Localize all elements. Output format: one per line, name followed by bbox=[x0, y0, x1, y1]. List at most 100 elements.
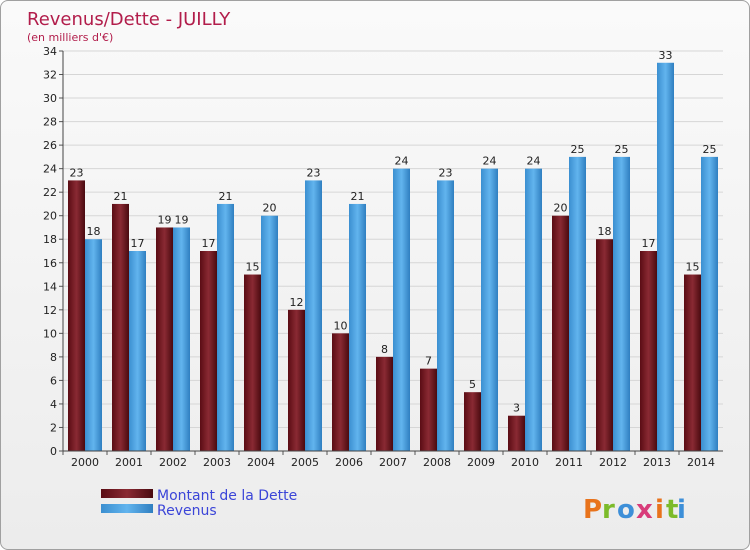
debt-bar bbox=[200, 251, 217, 451]
revenus-bar-label: 20 bbox=[263, 202, 277, 215]
debt-bar bbox=[332, 333, 349, 451]
logo-letter: o bbox=[617, 495, 635, 525]
x-tick-label: 2004 bbox=[247, 456, 275, 469]
value-labels: 23 18 21 17 19 19 17 21 15 20 12 23 10 21 8 24 7 23 5 24 3 24… bbox=[70, 49, 717, 415]
debt-bar bbox=[376, 356, 393, 451]
logo-letter: P bbox=[583, 495, 602, 525]
debt-bar bbox=[156, 227, 173, 451]
x-tick-label: 2007 bbox=[379, 456, 407, 469]
x-tick-label: 2010 bbox=[511, 456, 539, 469]
revenus-bar bbox=[85, 239, 102, 451]
debt-bar-label: 8 bbox=[381, 343, 388, 356]
debt-bar bbox=[112, 203, 129, 451]
y-tick-label: 30 bbox=[43, 92, 57, 105]
revenus-bar-label: 23 bbox=[307, 166, 321, 179]
revenus-bar bbox=[393, 168, 410, 451]
revenus-bar bbox=[657, 62, 674, 451]
revenus-bar-label: 25 bbox=[571, 143, 585, 156]
x-axis-ticks: 2000 2001 2002 2003 2004 2005 2006 2007 2008 2009… bbox=[62, 451, 715, 469]
revenus-bar bbox=[217, 203, 234, 451]
x-tick-label: 2011 bbox=[555, 456, 583, 469]
revenus-bar bbox=[701, 156, 718, 451]
debt-bar-label: 21 bbox=[114, 190, 128, 203]
revenus-bar-label: 18 bbox=[87, 225, 101, 238]
debt-bar-label: 23 bbox=[70, 166, 84, 179]
revenus-bar bbox=[569, 156, 586, 451]
y-tick-label: 28 bbox=[43, 116, 57, 129]
y-tick-label: 6 bbox=[50, 374, 57, 387]
revenus-bar-label: 24 bbox=[483, 155, 497, 168]
debt-bar-label: 12 bbox=[290, 296, 304, 309]
y-tick-label: 20 bbox=[43, 210, 57, 223]
debt-bar-label: 20 bbox=[554, 202, 568, 215]
revenus-bar-label: 24 bbox=[395, 155, 409, 168]
logo-letter: i bbox=[677, 495, 686, 525]
y-tick-label: 16 bbox=[43, 257, 57, 270]
x-tick-label: 2008 bbox=[423, 456, 451, 469]
logo-letter: i bbox=[655, 495, 664, 525]
logo-letter: r bbox=[602, 495, 615, 525]
legend: Montant de la Dette Revenus bbox=[101, 488, 297, 519]
x-tick-label: 2003 bbox=[203, 456, 231, 469]
y-tick-label: 0 bbox=[50, 445, 57, 458]
debt-bar-label: 5 bbox=[469, 378, 476, 391]
x-tick-label: 2000 bbox=[71, 456, 99, 469]
revenus-bar bbox=[481, 168, 498, 451]
y-tick-label: 2 bbox=[50, 421, 57, 434]
y-tick-label: 22 bbox=[43, 186, 57, 199]
legend-label-revenus: Revenus bbox=[157, 503, 217, 519]
debt-bar bbox=[244, 274, 261, 451]
debt-bar bbox=[596, 239, 613, 451]
x-tick-label: 2005 bbox=[291, 456, 319, 469]
logo-letter: t bbox=[666, 495, 678, 525]
debt-bar-label: 7 bbox=[425, 355, 432, 368]
legend-swatch-debt bbox=[101, 489, 153, 498]
y-tick-label: 26 bbox=[43, 139, 57, 152]
debt-bar bbox=[552, 215, 569, 451]
y-tick-label: 14 bbox=[43, 280, 57, 293]
debt-bar-label: 17 bbox=[202, 237, 216, 250]
y-tick-label: 10 bbox=[43, 327, 57, 340]
chart-title: Revenus/Dette - JUILLY bbox=[27, 9, 231, 30]
x-tick-label: 2001 bbox=[115, 456, 143, 469]
chart-subtitle: (en milliers d'€) bbox=[27, 31, 113, 44]
revenus-bar bbox=[305, 180, 322, 452]
debt-bar-label: 3 bbox=[513, 402, 520, 415]
y-tick-label: 12 bbox=[43, 304, 57, 317]
x-tick-label: 2006 bbox=[335, 456, 363, 469]
y-tick-label: 34 bbox=[43, 45, 57, 58]
legend-label-debt: Montant de la Dette bbox=[157, 488, 297, 504]
legend-swatch-revenus bbox=[101, 504, 153, 513]
revenus-bar bbox=[525, 168, 542, 451]
y-tick-label: 32 bbox=[43, 69, 57, 82]
debt-bar bbox=[684, 274, 701, 451]
revenus-bar-label: 21 bbox=[351, 190, 365, 203]
debt-bar-label: 18 bbox=[598, 225, 612, 238]
revenus-bar-label: 25 bbox=[703, 143, 717, 156]
debt-bar-label: 15 bbox=[246, 261, 260, 274]
revenus-bar-label: 21 bbox=[219, 190, 233, 203]
bars bbox=[68, 62, 718, 452]
debt-bar bbox=[640, 251, 657, 451]
y-tick-label: 24 bbox=[43, 163, 57, 176]
x-tick-label: 2002 bbox=[159, 456, 187, 469]
x-tick-label: 2012 bbox=[599, 456, 627, 469]
revenus-bar bbox=[349, 203, 366, 451]
debt-bar-label: 17 bbox=[642, 237, 656, 250]
revenus-bar bbox=[613, 156, 630, 451]
debt-bar bbox=[420, 368, 437, 451]
revenus-bar bbox=[437, 180, 454, 452]
y-tick-label: 18 bbox=[43, 233, 57, 246]
revenus-bar-label: 33 bbox=[659, 49, 673, 62]
revenus-bar-label: 17 bbox=[131, 237, 145, 250]
revenus-bar bbox=[261, 215, 278, 451]
x-tick-label: 2014 bbox=[687, 456, 715, 469]
revenus-bar-label: 19 bbox=[175, 213, 189, 226]
x-tick-label: 2009 bbox=[467, 456, 495, 469]
revenus-bar-label: 23 bbox=[439, 166, 453, 179]
debt-bar-label: 15 bbox=[686, 261, 700, 274]
